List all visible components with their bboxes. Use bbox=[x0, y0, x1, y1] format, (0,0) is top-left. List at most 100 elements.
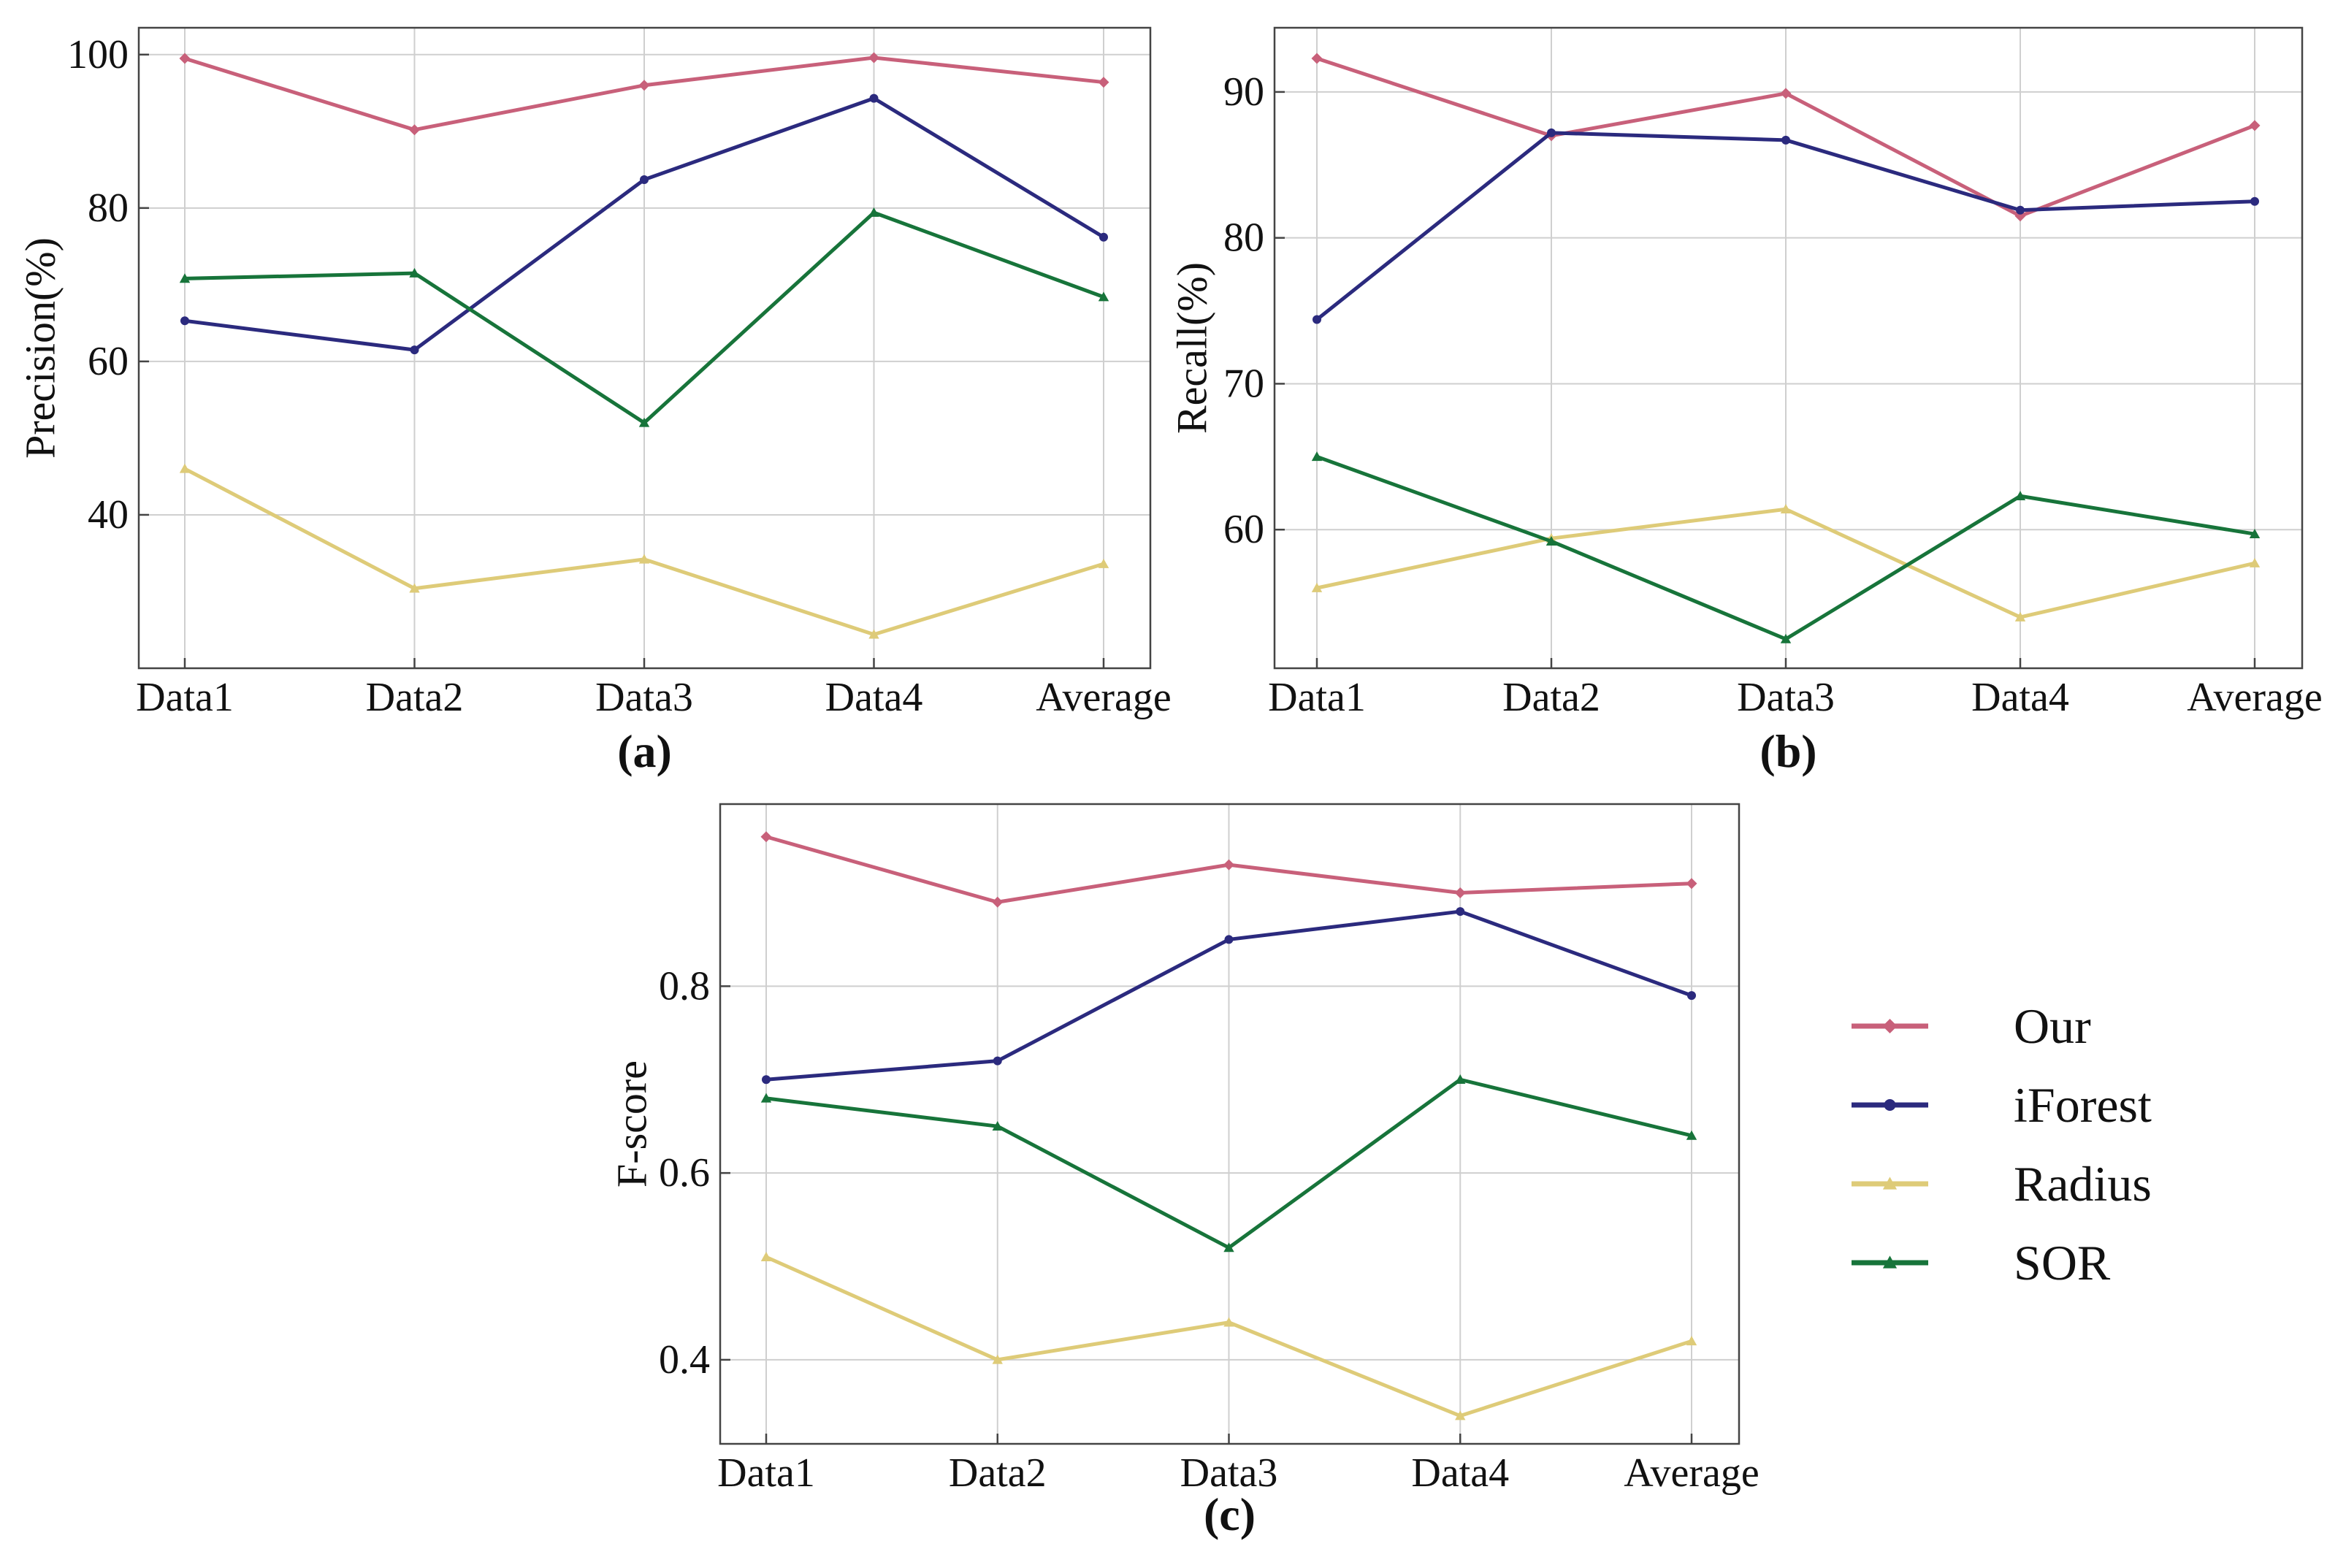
data-point bbox=[1313, 315, 1321, 324]
series-iforest bbox=[1313, 128, 2259, 324]
data-point bbox=[868, 629, 879, 639]
x-tick-label: Average bbox=[1036, 675, 1172, 720]
data-point bbox=[993, 1056, 1002, 1066]
legend-label: Our bbox=[2014, 998, 2091, 1054]
legend-entry-our: Our bbox=[1852, 998, 2091, 1054]
data-point bbox=[1780, 504, 1792, 514]
data-point bbox=[1223, 1242, 1234, 1253]
y-tick-label: 40 bbox=[88, 492, 129, 538]
data-point bbox=[179, 463, 191, 473]
data-point bbox=[2249, 529, 2261, 538]
data-point bbox=[992, 1354, 1003, 1364]
data-point bbox=[179, 273, 191, 283]
data-point bbox=[992, 896, 1004, 908]
y-tick-label: 80 bbox=[1223, 215, 1264, 261]
y-tick-label: 100 bbox=[67, 32, 129, 77]
data-point bbox=[2249, 120, 2261, 131]
data-point bbox=[409, 583, 420, 593]
series-iforest bbox=[180, 93, 1108, 355]
y-tick-label: 60 bbox=[88, 339, 129, 384]
data-point bbox=[2250, 196, 2259, 206]
legend-marker bbox=[1884, 1099, 1896, 1111]
y-tick-label: 0.8 bbox=[659, 963, 710, 1009]
x-tick-label: Data1 bbox=[1268, 675, 1366, 720]
panel-label: (b) bbox=[1760, 725, 1816, 777]
series-radius bbox=[760, 1252, 1697, 1420]
y-tick-label: 0.6 bbox=[659, 1150, 710, 1196]
data-point bbox=[2016, 205, 2025, 215]
data-point bbox=[1686, 1336, 1697, 1346]
chart-panel-c: 0.4 0.6 0.8 Data1 Data2 Data3 Data4 Average F-sc… bbox=[608, 803, 1760, 1540]
y-tick-label: 90 bbox=[1223, 69, 1264, 115]
y-axis-label: Recall(%) bbox=[1169, 262, 1216, 434]
y-tick-label: 60 bbox=[1223, 507, 1264, 552]
legend-label: SOR bbox=[2014, 1235, 2111, 1290]
series-our bbox=[179, 52, 1109, 136]
x-tick-label: Average bbox=[2187, 675, 2323, 720]
data-point bbox=[1311, 582, 1323, 592]
chart-panel-b: 60 70 80 90 Data1 Data2 Data3 Data4 Average Recal… bbox=[1169, 26, 2323, 777]
legend-label: iForest bbox=[2014, 1077, 2152, 1133]
data-point bbox=[1454, 887, 1466, 898]
data-point bbox=[1455, 1410, 1466, 1420]
y-axis-label: F-score bbox=[608, 1060, 656, 1188]
legend-entry-sor: SOR bbox=[1852, 1235, 2111, 1290]
data-point bbox=[760, 1093, 772, 1103]
data-point bbox=[638, 80, 650, 91]
legend-marker bbox=[1882, 1019, 1898, 1033]
data-point bbox=[1098, 291, 1109, 302]
y-tick-label: 0.4 bbox=[659, 1337, 710, 1382]
series-sor bbox=[1311, 451, 2261, 643]
series-radius bbox=[179, 463, 1109, 639]
data-point bbox=[1224, 935, 1234, 944]
data-point bbox=[1687, 991, 1696, 1001]
data-point bbox=[1456, 907, 1465, 917]
data-point bbox=[640, 175, 649, 184]
x-tick-label: Data4 bbox=[1971, 675, 2069, 720]
data-point bbox=[1781, 135, 1790, 145]
data-point bbox=[179, 53, 191, 64]
x-tick-label: Data1 bbox=[136, 675, 234, 720]
x-tick-label: Data4 bbox=[825, 675, 923, 720]
data-point bbox=[1455, 1074, 1466, 1085]
series-sor bbox=[760, 1074, 1697, 1253]
data-point bbox=[2249, 557, 2261, 567]
data-point bbox=[1311, 451, 1323, 462]
x-tick-label: Data3 bbox=[595, 675, 693, 720]
x-tick-label: Average bbox=[1624, 1450, 1760, 1496]
data-point bbox=[869, 93, 879, 103]
series-iforest bbox=[762, 907, 1696, 1085]
series-sor bbox=[179, 207, 1109, 427]
legend-entry-iforest: iForest bbox=[1852, 1077, 2152, 1133]
x-tick-label: Data1 bbox=[717, 1450, 815, 1496]
data-point bbox=[868, 207, 879, 217]
legend-marker bbox=[1882, 1255, 1898, 1269]
data-point bbox=[1223, 1317, 1234, 1327]
data-point bbox=[760, 831, 772, 843]
data-point bbox=[2014, 611, 2026, 622]
panel-label: (a) bbox=[617, 725, 672, 777]
legend: Our iForest Radius SOR bbox=[1852, 998, 2152, 1290]
data-point bbox=[1098, 558, 1109, 568]
x-tick-label: Data2 bbox=[1502, 675, 1600, 720]
legend-entry-radius: Radius bbox=[1852, 1156, 2152, 1212]
x-tick-label: Data4 bbox=[1411, 1450, 1509, 1496]
data-point bbox=[1547, 128, 1556, 137]
series-our bbox=[760, 831, 1697, 908]
data-point bbox=[1311, 53, 1323, 64]
data-point bbox=[1223, 859, 1234, 871]
data-point bbox=[992, 1120, 1003, 1131]
chart-panel-a: 40 60 80 100 Data1 Data2 Data3 Data4 Average Prec… bbox=[17, 26, 1172, 777]
data-point bbox=[760, 1252, 772, 1261]
data-point bbox=[762, 1075, 771, 1085]
legend-label: Radius bbox=[2014, 1156, 2152, 1212]
plot-frame bbox=[1273, 26, 2304, 670]
data-point bbox=[1099, 232, 1108, 242]
x-tick-label: Data2 bbox=[366, 675, 464, 720]
x-tick-label: Data2 bbox=[949, 1450, 1047, 1496]
panel-label: (c) bbox=[1204, 1488, 1256, 1540]
y-axis-label: Precision(%) bbox=[17, 237, 64, 459]
data-point bbox=[410, 345, 419, 355]
x-tick-label: Data3 bbox=[1737, 675, 1835, 720]
